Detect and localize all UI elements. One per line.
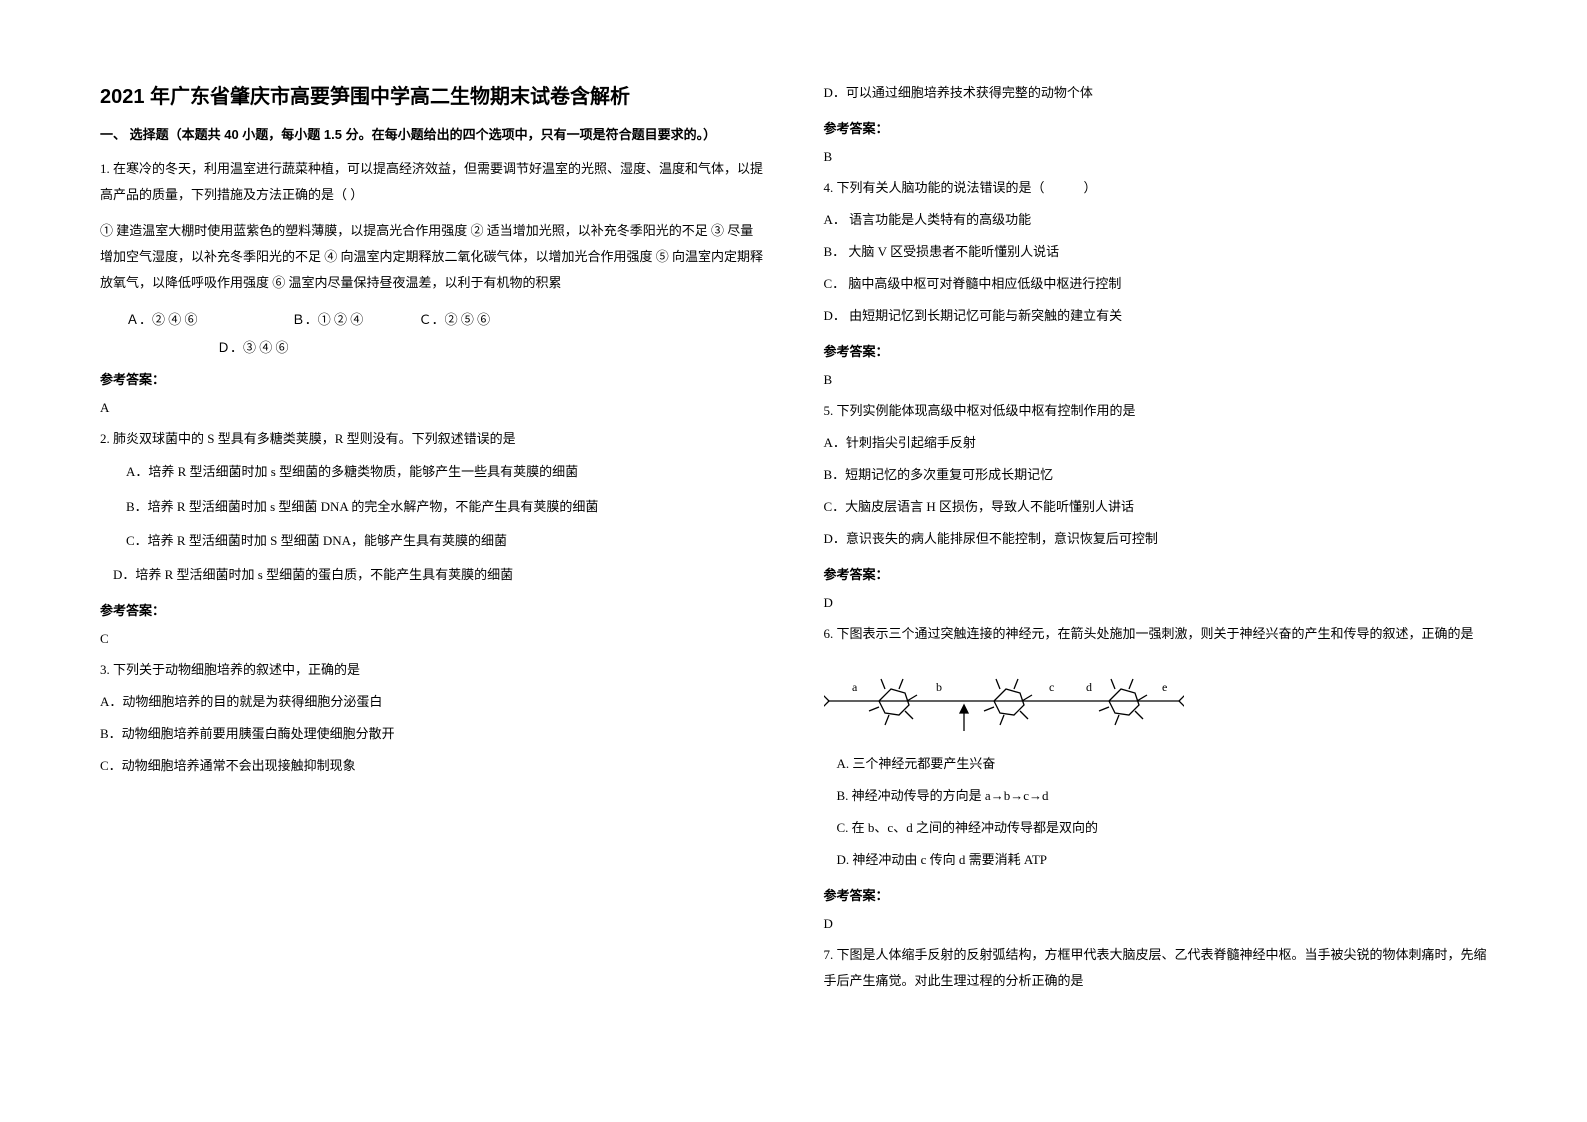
q3-opt-b: B．动物细胞培养前要用胰蛋白酶处理使细胞分散开: [100, 721, 764, 747]
q2-opt-c: C．培养 R 型活细菌时加 S 型细菌 DNA，能够产生具有荚膜的细菌: [100, 527, 764, 556]
q1-opt-a-text: Ａ．② ④ ⑥: [126, 312, 198, 327]
q5-opt-d: D．意识丧失的病人能排尿但不能控制，意识恢复后可控制: [824, 526, 1488, 552]
section-1-header: 一、 选择题（本题共 40 小题，每小题 1.5 分。在每小题给出的四个选项中，…: [100, 125, 764, 146]
q1-options-row2: Ｄ．③ ④ ⑥: [100, 334, 764, 363]
q4-opt-b: B． 大脑 V 区受损患者不能听懂别人说话: [824, 239, 1488, 265]
q1-opt-a: [100, 312, 126, 327]
q3-opt-d: D．可以通过细胞培养技术获得完整的动物个体: [824, 80, 1488, 106]
q4-answer-label: 参考答案：: [824, 341, 1488, 360]
q1-stem: 1. 在寒冷的冬天，利用温室进行蔬菜种植，可以提高经济效益，但需要调节好温室的光…: [100, 156, 764, 208]
q7-stem: 7. 下图是人体缩手反射的反射弧结构，方框甲代表大脑皮层、乙代表脊髓神经中枢。当…: [824, 942, 1488, 994]
q6-opt-b: B. 神经冲动传导的方向是 a→b→c→d: [824, 783, 1488, 809]
q1-opt-b-text: Ｂ．① ② ④: [292, 312, 364, 327]
q3-answer-label: 参考答案：: [824, 118, 1488, 137]
label-c: c: [1049, 680, 1054, 694]
q1-opt-c-text: Ｃ．② ⑤ ⑥: [419, 312, 491, 327]
q5-opt-b: B．短期记忆的多次重复可形成长期记忆: [824, 462, 1488, 488]
q3-opt-c: C．动物细胞培养通常不会出现接触抑制现象: [100, 753, 764, 779]
q1-options-row1: Ａ．② ④ ⑥ Ｂ．① ② ④ Ｃ．② ⑤ ⑥: [100, 306, 764, 335]
q6-opt-c: C. 在 b、c、d 之间的神经冲动传导都是双向的: [824, 815, 1488, 841]
q3-stem: 3. 下列关于动物细胞培养的叙述中，正确的是: [100, 657, 764, 683]
q1-detail: ① 建造温室大棚时使用蓝紫色的塑料薄膜，以提高光合作用强度 ② 适当增加光照，以…: [100, 218, 764, 296]
label-b: b: [936, 680, 942, 694]
q6-neuron-diagram: a b c d e: [824, 661, 1488, 741]
space: [201, 312, 292, 327]
q5-opt-a: A．针刺指尖引起缩手反射: [824, 430, 1488, 456]
q4-opt-a: A． 语言功能是人类特有的高级功能: [824, 207, 1488, 233]
q6-answer: D: [824, 916, 1488, 932]
right-column: D．可以通过细胞培养技术获得完整的动物个体 参考答案： B 4. 下列有关人脑功…: [824, 80, 1488, 1082]
q2-opt-a: A．培养 R 型活细菌时加 s 型细菌的多糖类物质，能够产生一些具有荚膜的细菌: [100, 458, 764, 487]
q2-opt-d: D．培养 R 型活细菌时加 s 型细菌的蛋白质，不能产生具有荚膜的细菌: [100, 562, 764, 588]
q3-opt-a: A．动物细胞培养的目的就是为获得细胞分泌蛋白: [100, 689, 764, 715]
q6-opt-d: D. 神经冲动由 c 传向 d 需要消耗 ATP: [824, 847, 1488, 873]
q6-opt-a: A. 三个神经元都要产生兴奋: [824, 751, 1488, 777]
q5-answer: D: [824, 595, 1488, 611]
q4-answer: B: [824, 372, 1488, 388]
q1-answer-label: 参考答案：: [100, 369, 764, 388]
space: [367, 312, 419, 327]
q2-opt-b: B．培养 R 型活细菌时加 s 型细菌 DNA 的完全水解产物，不能产生具有荚膜…: [100, 493, 764, 522]
q6-stem: 6. 下图表示三个通过突触连接的神经元，在箭头处施加一强刺激，则关于神经兴奋的产…: [824, 621, 1488, 647]
label-e: e: [1162, 680, 1167, 694]
q3-answer: B: [824, 149, 1488, 165]
q1-answer: A: [100, 400, 764, 416]
q2-stem: 2. 肺炎双球菌中的 S 型具有多糖类荚膜，R 型则没有。下列叙述错误的是: [100, 426, 764, 452]
q5-answer-label: 参考答案：: [824, 564, 1488, 583]
q5-stem: 5. 下列实例能体现高级中枢对低级中枢有控制作用的是: [824, 398, 1488, 424]
left-column: 2021 年广东省肇庆市高要笋围中学高二生物期末试卷含解析 一、 选择题（本题共…: [100, 80, 764, 1082]
q4-stem: 4. 下列有关人脑功能的说法错误的是（ ）: [824, 175, 1488, 201]
q2-answer-label: 参考答案：: [100, 600, 764, 619]
q5-opt-c: C．大脑皮层语言 H 区损伤，导致人不能听懂别人讲话: [824, 494, 1488, 520]
q4-opt-d: D． 由短期记忆到长期记忆可能与新突触的建立有关: [824, 303, 1488, 329]
label-d: d: [1086, 680, 1092, 694]
q1-opt-d-text: Ｄ．③ ④ ⑥: [217, 340, 289, 355]
q4-opt-c: C． 脑中高级中枢可对脊髓中相应低级中枢进行控制: [824, 271, 1488, 297]
label-a: a: [852, 680, 858, 694]
space: [100, 340, 217, 355]
q2-answer: C: [100, 631, 764, 647]
page-title: 2021 年广东省肇庆市高要笋围中学高二生物期末试卷含解析: [100, 80, 764, 109]
q6-answer-label: 参考答案：: [824, 885, 1488, 904]
